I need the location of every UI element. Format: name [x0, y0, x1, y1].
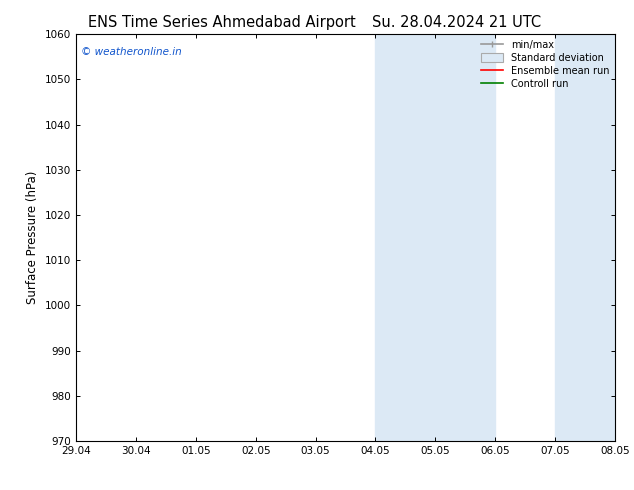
Bar	[555, 34, 634, 441]
Legend: min/max, Standard deviation, Ensemble mean run, Controll run: min/max, Standard deviation, Ensemble me…	[477, 36, 613, 93]
Bar	[375, 34, 495, 441]
Y-axis label: Surface Pressure (hPa): Surface Pressure (hPa)	[27, 171, 39, 304]
Text: ENS Time Series Ahmedabad Airport: ENS Time Series Ahmedabad Airport	[88, 15, 356, 30]
Text: Su. 28.04.2024 21 UTC: Su. 28.04.2024 21 UTC	[372, 15, 541, 30]
Text: © weatheronline.in: © weatheronline.in	[81, 47, 182, 56]
